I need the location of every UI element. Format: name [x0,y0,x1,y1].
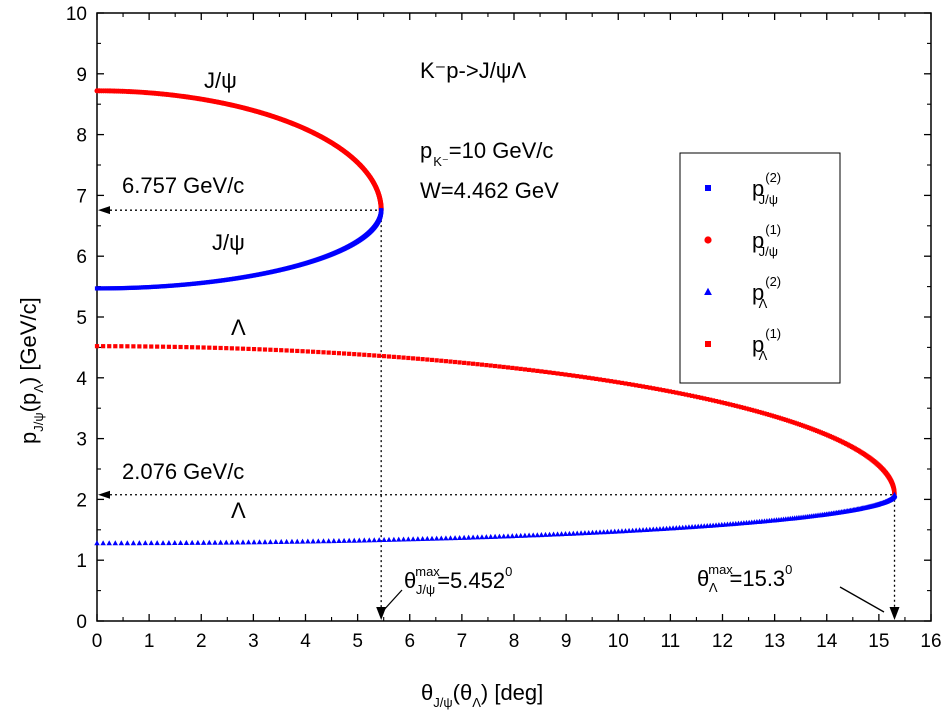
x-tick-label: 1 [144,631,155,652]
series-p^(1)_J/ψ [94,88,384,213]
y-tick-label: 10 [66,4,87,25]
arrowhead-jpsi-yaxis [98,206,110,215]
y-tick-label: 6 [76,247,87,268]
lambda-lower-label: Λ [231,498,246,523]
guide-lines [105,209,896,613]
arrowhead-lambda-xaxis [889,607,900,620]
x-tick-label: 11 [661,631,681,652]
series-p^(1)_Λ [94,344,897,497]
beam-momentum-label: pK⁻=10 GeV/c [420,138,553,169]
x-tick-label: 13 [764,631,785,652]
series-p^(2)_Λ [94,491,898,546]
x-tick-labels: 0 1 2 3 4 5 6 7 8 9 10 11 12 13 14 15 16 [92,631,941,652]
y-tick-label: 1 [76,551,87,572]
y-tick-label: 4 [76,369,87,390]
x-tick-label: 14 [816,631,838,652]
svg-text:p(2)J/ψ: p(2) J/ψ [752,170,781,207]
jpsi-upper-label: J/ψ [204,68,237,93]
x-tick-label: 15 [868,631,889,652]
x-tick-label: 10 [608,631,629,652]
pointer-jpsi [381,589,403,613]
theta-max-jpsi-label: θmax J/ψ=5.4520 [404,564,512,597]
x-axis-title: θJ/ψ(θΛ) [deg] [421,680,543,710]
energy-label: W=4.462 GeV [420,178,559,203]
lambda-upper-label: Λ [231,315,246,340]
y-tick-label: 0 [76,612,87,633]
y-axis-title: pJ/ψ(pΛ) [GeV/c] [16,297,46,444]
svg-text:p(1)Λ: p(1) Λ [752,326,781,363]
y-tick-label: 2 [76,490,87,511]
y-tick-labels: 0 1 2 3 4 5 6 7 8 9 10 [66,4,88,633]
y-tick-label: 7 [76,186,87,207]
data-series [94,88,898,546]
pointer-lambda [839,586,885,613]
pmax-jpsi-label: 6.757 GeV/c [122,173,244,198]
x-tick-label: 2 [196,631,207,652]
x-tick-label: 4 [300,631,311,652]
legend: p(2) J/ψ p(1) J/ψ p(2) Λ p(1) Λ [679,152,841,384]
y-tick-label: 5 [76,308,87,329]
reaction-label: K⁻p->J/ψΛ [420,58,526,83]
x-tick-label: 0 [92,631,103,652]
legend-item: p(1) J/ψ [704,222,781,259]
pointer-arrows [381,586,885,613]
x-tick-label: 3 [248,631,259,652]
legend-item: p(2) J/ψ [705,170,781,207]
theta-max-lambda-label: θmax Λ =15.30 [697,562,792,595]
x-tick-label: 9 [561,631,572,652]
svg-text:p(1)J/ψ: p(1) J/ψ [752,222,781,259]
x-tick-label: 5 [352,631,363,652]
x-tick-label: 8 [509,631,520,652]
x-tick-label: 12 [712,631,733,652]
legend-item: p(2) Λ [704,274,781,311]
series-p^(2)_J/ψ [94,208,384,291]
y-tick-label: 3 [76,430,87,451]
jpsi-lower-label: J/ψ [212,230,245,255]
x-tick-label: 6 [404,631,415,652]
y-tick-label: 9 [76,65,87,86]
y-tick-label: 8 [76,126,87,147]
pmax-lambda-label: 2.076 GeV/c [122,459,244,484]
arrowhead-lambda-yaxis [98,490,110,499]
legend-item: p(1) Λ [705,326,781,363]
axis-ticks [96,12,932,622]
svg-text:p(2)Λ: p(2) Λ [752,274,781,311]
x-tick-label: 16 [920,631,941,652]
x-tick-label: 7 [457,631,468,652]
